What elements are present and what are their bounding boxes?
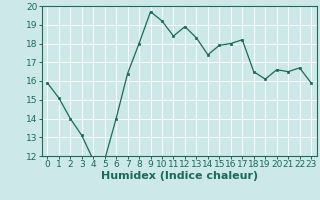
X-axis label: Humidex (Indice chaleur): Humidex (Indice chaleur) [100,171,258,181]
